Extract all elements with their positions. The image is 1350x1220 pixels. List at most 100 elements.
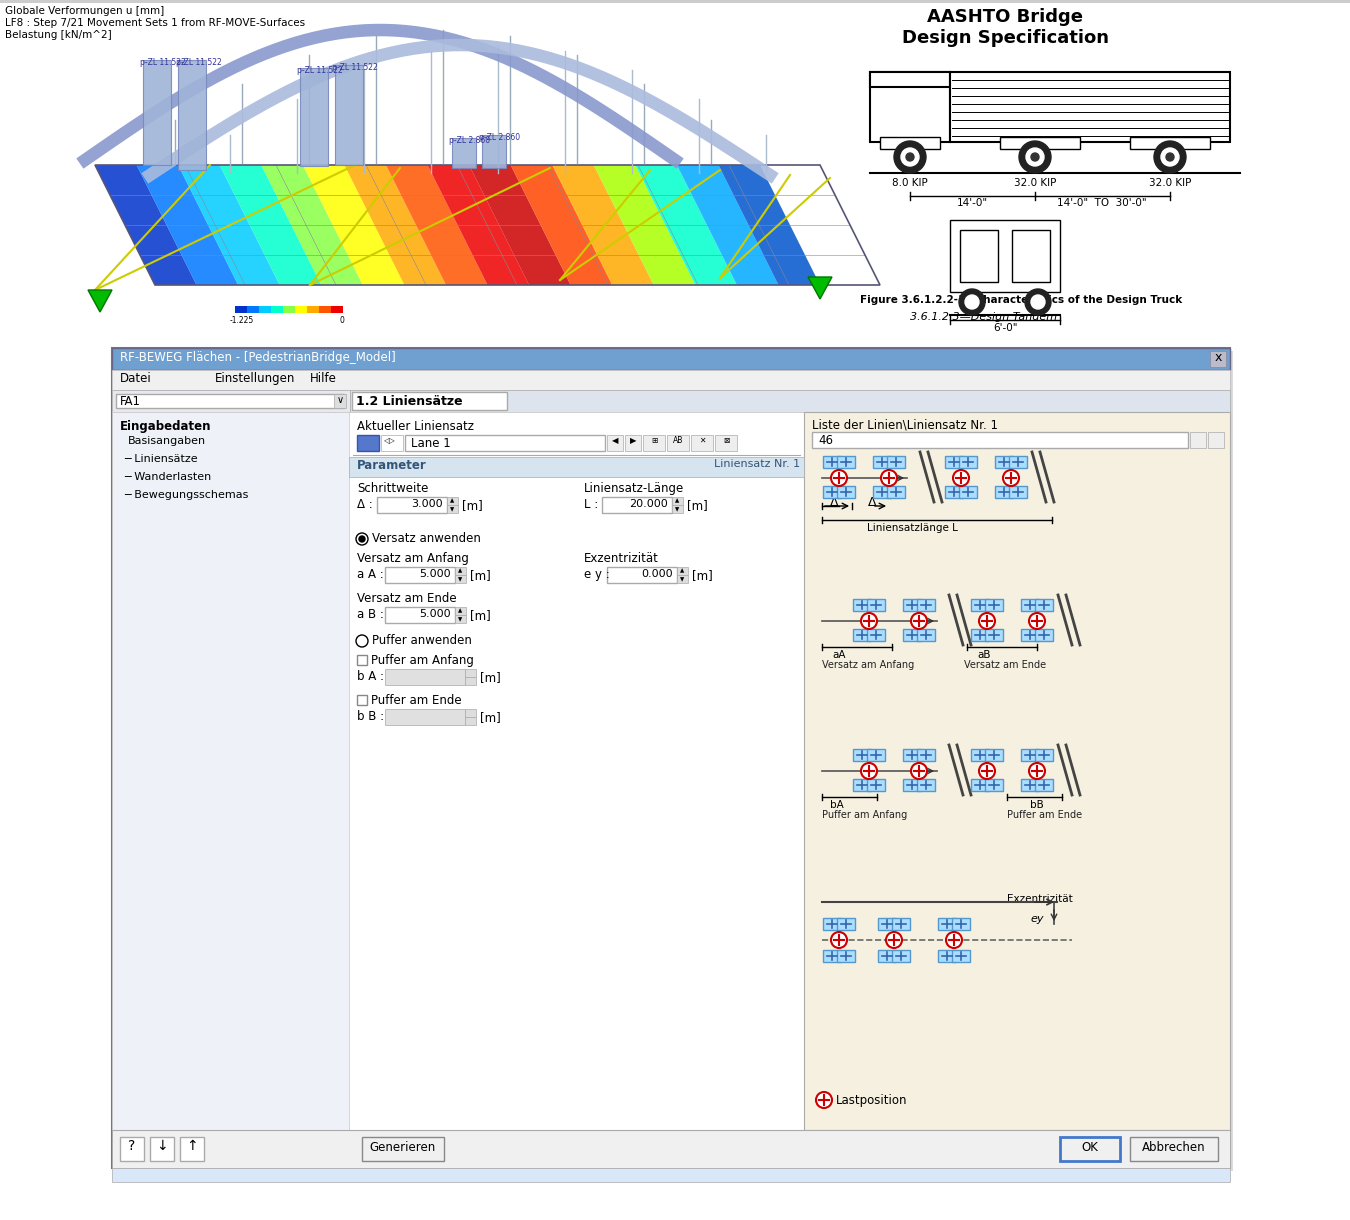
Text: Liste der Linien\Liniensatz Nr. 1: Liste der Linien\Liniensatz Nr. 1 xyxy=(811,418,998,431)
Circle shape xyxy=(979,612,995,630)
Text: ◁▷: ◁▷ xyxy=(383,436,396,445)
FancyBboxPatch shape xyxy=(381,436,404,451)
FancyBboxPatch shape xyxy=(1012,231,1050,282)
FancyBboxPatch shape xyxy=(178,60,207,170)
Text: Aktueller Liniensatz: Aktueller Liniensatz xyxy=(356,420,474,433)
Circle shape xyxy=(832,932,846,948)
FancyBboxPatch shape xyxy=(971,780,990,791)
Text: 3.000: 3.000 xyxy=(412,499,443,509)
Text: RF-BEWEG Flächen - [PedestrianBridge_Model]: RF-BEWEG Flächen - [PedestrianBridge_Mod… xyxy=(120,351,396,364)
Circle shape xyxy=(911,612,927,630)
FancyBboxPatch shape xyxy=(811,432,1188,448)
Circle shape xyxy=(1003,470,1019,486)
FancyBboxPatch shape xyxy=(971,599,990,611)
FancyBboxPatch shape xyxy=(837,486,855,498)
Circle shape xyxy=(900,148,919,166)
Text: 8.0 KIP: 8.0 KIP xyxy=(892,178,927,188)
FancyBboxPatch shape xyxy=(917,599,936,611)
FancyBboxPatch shape xyxy=(602,497,672,512)
FancyBboxPatch shape xyxy=(867,749,886,761)
Circle shape xyxy=(1161,148,1179,166)
FancyBboxPatch shape xyxy=(356,695,367,705)
FancyBboxPatch shape xyxy=(676,575,688,583)
Polygon shape xyxy=(302,165,405,285)
Text: Basisangaben: Basisangaben xyxy=(128,436,207,447)
FancyBboxPatch shape xyxy=(608,567,676,583)
Circle shape xyxy=(1154,142,1187,173)
FancyBboxPatch shape xyxy=(960,231,998,282)
Text: p-ZL 11.522: p-ZL 11.522 xyxy=(332,63,378,72)
FancyBboxPatch shape xyxy=(333,394,346,407)
Text: ey: ey xyxy=(1030,914,1044,924)
Circle shape xyxy=(1025,289,1052,315)
FancyBboxPatch shape xyxy=(112,390,1230,412)
Text: Liniensatz-Länge: Liniensatz-Länge xyxy=(585,482,684,495)
Text: 1.2 Liniensätze: 1.2 Liniensätze xyxy=(356,395,463,407)
Polygon shape xyxy=(428,165,529,285)
Text: b A :: b A : xyxy=(356,670,383,683)
Text: ▼: ▼ xyxy=(675,508,679,512)
FancyBboxPatch shape xyxy=(259,306,271,314)
Text: bB: bB xyxy=(1030,800,1044,810)
FancyBboxPatch shape xyxy=(1130,1137,1218,1161)
Text: p-ZL 11.522: p-ZL 11.522 xyxy=(297,66,343,74)
FancyBboxPatch shape xyxy=(116,394,344,407)
Text: Exzentrizität: Exzentrizität xyxy=(1007,894,1073,904)
Text: Generieren: Generieren xyxy=(370,1141,436,1154)
FancyBboxPatch shape xyxy=(667,436,688,451)
FancyBboxPatch shape xyxy=(958,486,977,498)
Text: AB: AB xyxy=(672,436,683,445)
FancyBboxPatch shape xyxy=(296,306,306,314)
Polygon shape xyxy=(468,165,571,285)
Text: 0: 0 xyxy=(340,316,344,325)
FancyBboxPatch shape xyxy=(867,780,886,791)
Text: Puffer am Anfang: Puffer am Anfang xyxy=(371,654,474,667)
FancyBboxPatch shape xyxy=(1035,630,1053,640)
FancyBboxPatch shape xyxy=(986,630,1003,640)
Text: Puffer am Ende: Puffer am Ende xyxy=(371,694,462,708)
FancyBboxPatch shape xyxy=(120,1137,144,1161)
FancyBboxPatch shape xyxy=(271,306,284,314)
Polygon shape xyxy=(262,165,363,285)
FancyBboxPatch shape xyxy=(464,669,477,677)
FancyBboxPatch shape xyxy=(385,669,464,684)
FancyBboxPatch shape xyxy=(284,306,296,314)
FancyBboxPatch shape xyxy=(853,780,871,791)
FancyBboxPatch shape xyxy=(1021,599,1040,611)
FancyBboxPatch shape xyxy=(385,608,455,623)
FancyBboxPatch shape xyxy=(1008,456,1027,468)
FancyBboxPatch shape xyxy=(112,390,350,412)
FancyBboxPatch shape xyxy=(362,1137,444,1161)
Text: 20.000: 20.000 xyxy=(629,499,668,509)
FancyBboxPatch shape xyxy=(352,392,508,410)
FancyBboxPatch shape xyxy=(464,709,477,717)
Text: Versatz am Ende: Versatz am Ende xyxy=(964,660,1046,670)
FancyBboxPatch shape xyxy=(853,630,871,640)
Text: Lastposition: Lastposition xyxy=(836,1094,907,1107)
Polygon shape xyxy=(510,165,612,285)
FancyBboxPatch shape xyxy=(824,917,841,930)
FancyBboxPatch shape xyxy=(350,412,805,1130)
FancyBboxPatch shape xyxy=(672,497,683,505)
Text: 0.000: 0.000 xyxy=(641,569,674,579)
Text: ▼: ▼ xyxy=(450,508,454,512)
FancyBboxPatch shape xyxy=(986,599,1003,611)
Circle shape xyxy=(861,612,878,630)
Polygon shape xyxy=(636,165,737,285)
FancyBboxPatch shape xyxy=(995,486,1012,498)
Polygon shape xyxy=(88,290,112,312)
Text: 14'-0"  TO  30'-0": 14'-0" TO 30'-0" xyxy=(1057,198,1146,207)
Circle shape xyxy=(965,295,979,309)
FancyBboxPatch shape xyxy=(1035,749,1053,761)
FancyBboxPatch shape xyxy=(1008,486,1027,498)
FancyBboxPatch shape xyxy=(1189,432,1206,448)
Text: ▲: ▲ xyxy=(458,608,462,612)
FancyBboxPatch shape xyxy=(917,630,936,640)
FancyBboxPatch shape xyxy=(464,717,477,725)
FancyBboxPatch shape xyxy=(0,0,1350,2)
Text: [m]: [m] xyxy=(470,609,491,622)
Text: L :: L : xyxy=(585,498,598,511)
FancyBboxPatch shape xyxy=(482,135,506,168)
Polygon shape xyxy=(676,165,779,285)
FancyBboxPatch shape xyxy=(447,497,458,505)
